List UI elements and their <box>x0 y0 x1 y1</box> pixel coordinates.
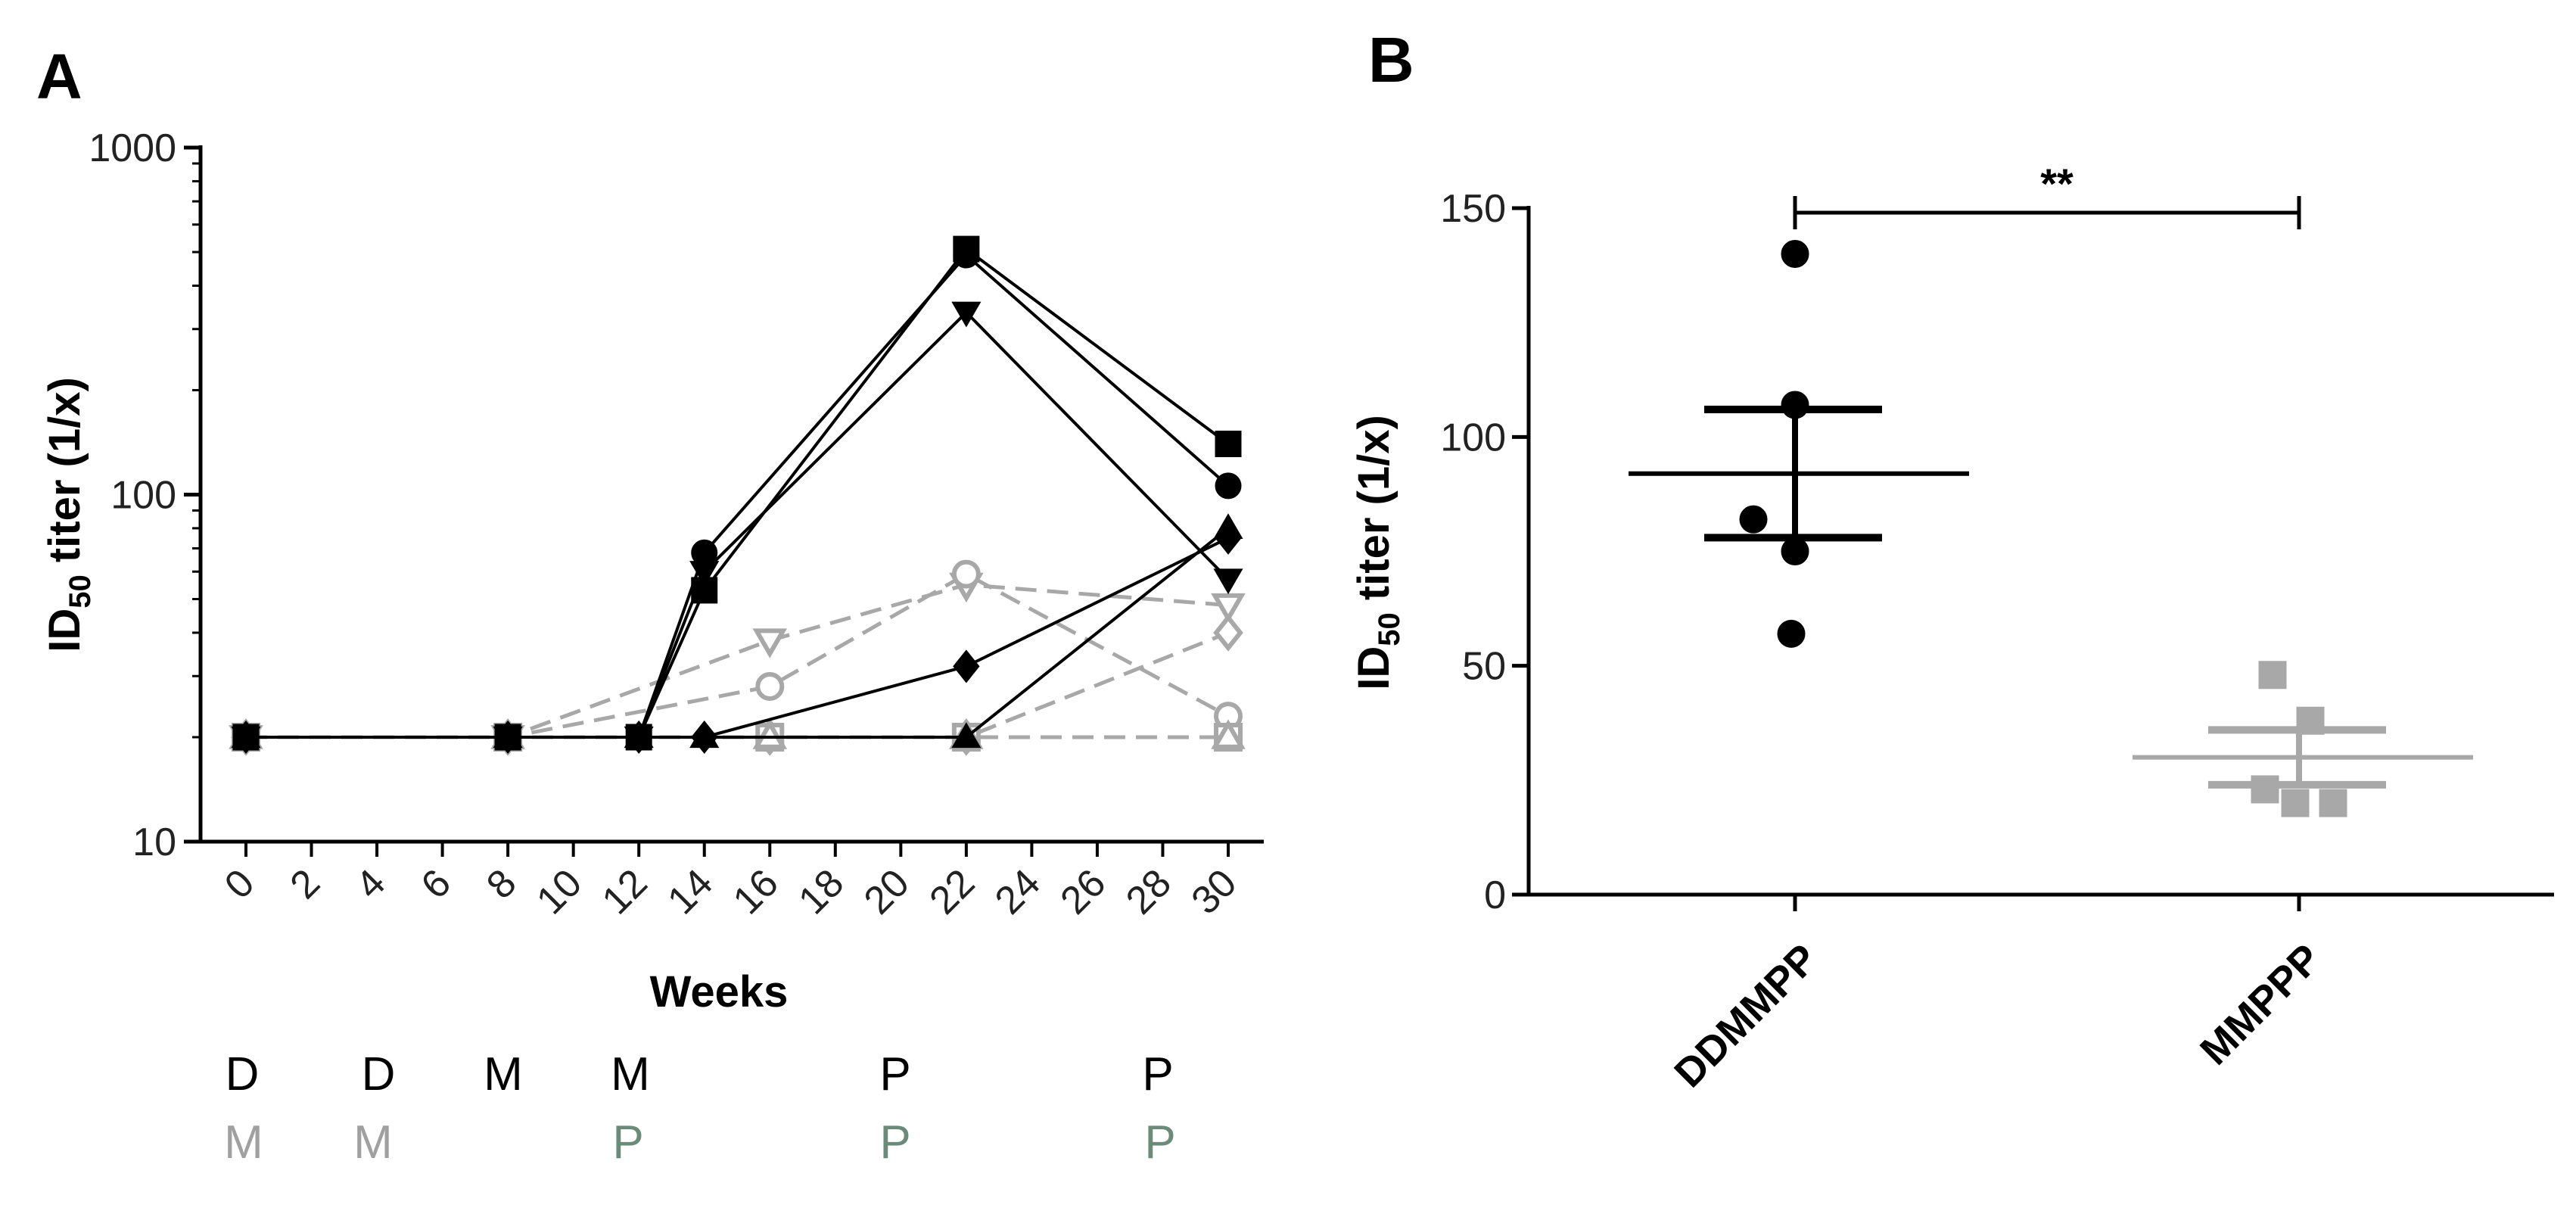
chart-a-x-tick-label: 8 <box>478 861 524 907</box>
chart-a-point <box>755 671 785 701</box>
chart-a-x-tick-label: 20 <box>856 861 918 923</box>
chart-a-x-tick-label: 6 <box>413 861 459 907</box>
chart-b-point <box>1781 391 1809 419</box>
chart-a-point <box>752 719 788 749</box>
schedule-g1-6: P <box>1142 1048 1173 1100</box>
chart-a-series-line <box>246 630 1229 739</box>
chart-a-point <box>953 241 980 269</box>
schedule-g1-2: D <box>362 1048 396 1100</box>
chart-a-series <box>229 235 1246 756</box>
chart-b-y-axis-title: ID50 titer (1/x) <box>1349 415 1406 690</box>
chart-a-series-line <box>246 583 1229 739</box>
chart-b-point <box>1739 505 1768 534</box>
chart-b-y-tick-label: 50 <box>1462 645 1506 689</box>
chart-a-series-line <box>246 247 1230 739</box>
chart-a-point <box>1211 593 1246 624</box>
significance-label: ** <box>2040 160 2074 207</box>
chart-a-y-title-sub: 50 <box>64 574 97 609</box>
chart-a-y-axis-title: ID50 titer (1/x) <box>40 377 97 652</box>
chart-a-y-tick-label: 100 <box>110 474 176 518</box>
chart-a-point <box>689 722 720 749</box>
chart-b-y-title-sub: 50 <box>1373 612 1406 646</box>
chart-b-category-label-2: MMPPP <box>2192 935 2329 1073</box>
chart-b-point <box>2258 661 2287 690</box>
chart-b-y-title-main: ID <box>1349 646 1398 690</box>
chart-a-series-line <box>246 536 1229 739</box>
chart-a-x-tick-label: 10 <box>528 861 590 923</box>
chart-a-point <box>624 722 654 749</box>
schedule-g1-1: D <box>226 1048 260 1100</box>
chart-b-y-tick-label: 0 <box>1484 873 1506 917</box>
chart-a-y-tick-label: 1000 <box>89 126 176 170</box>
chart-a-x-tick-label: 0 <box>216 861 263 907</box>
schedule-g2-1: M <box>224 1116 263 1169</box>
chart-a-x-tick-label: 2 <box>282 861 328 907</box>
schedule-g2-5: P <box>1144 1116 1175 1169</box>
chart-a-point <box>1215 472 1242 500</box>
chart-a-x-tick-label: 18 <box>790 861 852 923</box>
chart-a-x-tick-label: 12 <box>594 861 656 923</box>
schedule-g2-4: P <box>879 1116 910 1169</box>
chart-a-point <box>689 561 720 587</box>
chart-a-point <box>1213 513 1243 540</box>
chart-b-y-title-rest: titer (1/x) <box>1349 415 1398 612</box>
chart-b-point <box>1777 619 1806 648</box>
panel-label-b: B <box>1368 24 1414 95</box>
chart-b-point <box>2296 706 2325 735</box>
chart-a-x-tick-label: 16 <box>725 861 787 923</box>
chart-b-mean-sem <box>1629 406 2473 789</box>
chart-b-points <box>1739 239 2347 817</box>
chart-a-x-tick-label: 30 <box>1184 861 1246 923</box>
chart-a-axes <box>184 145 1264 857</box>
chart-b-category-label-1: DDMMPP <box>1666 935 1826 1096</box>
panel-label-a: A <box>36 41 82 112</box>
chart-b-point <box>1781 537 1809 565</box>
chart-a-point <box>752 628 788 658</box>
chart-a-point <box>1215 431 1242 458</box>
chart-b-significance: ** <box>1793 160 2301 230</box>
chart-a-point <box>1213 568 1243 595</box>
schedule-g2-3: P <box>612 1116 643 1169</box>
chart-a-x-tick-label: 14 <box>659 861 721 923</box>
immunization-schedule: D D M M P P M M P P P <box>224 1048 1176 1169</box>
chart-b-y-tick-label: 150 <box>1440 187 1506 231</box>
chart-a-x-tick-label: 4 <box>347 861 394 907</box>
chart-b-y-tick-labels: 0 50 100 150 <box>1440 187 1506 917</box>
chart-a-series-line <box>246 571 1230 739</box>
chart-a-x-axis-title: Weeks <box>650 967 789 1016</box>
chart-a-point <box>953 649 980 683</box>
chart-a-point <box>951 301 982 328</box>
chart-a-x-tick-label: 26 <box>1053 861 1115 923</box>
schedule-g2-2: M <box>353 1116 393 1169</box>
chart-a-x-tick-label: 28 <box>1118 861 1180 923</box>
chart-b-axes <box>1512 206 2554 911</box>
schedule-g1-5: P <box>879 1048 910 1100</box>
chart-b-point <box>2319 789 2347 817</box>
chart-a-series-line <box>246 253 1230 739</box>
chart-a-x-tick-label: 24 <box>987 861 1049 923</box>
chart-a-series-line <box>246 527 1230 739</box>
chart-b-point <box>2281 789 2310 817</box>
schedule-g1-4: M <box>611 1048 650 1100</box>
chart-a-x-tick-labels: 0 2 4 6 8 10 12 14 16 18 20 22 24 26 28 30 <box>216 861 1245 923</box>
chart-a-series-line <box>246 310 1230 739</box>
chart-a-y-tick-labels: 10 100 1000 <box>89 126 176 864</box>
chart-a-x-tick-label: 22 <box>921 861 983 923</box>
chart-a-y-title-main: ID <box>40 609 89 652</box>
chart-b-point <box>1781 239 1809 268</box>
chart-a-point <box>493 722 523 749</box>
chart-a-point <box>1211 719 1246 749</box>
chart-a-point <box>231 722 261 749</box>
chart-a-point <box>951 722 982 749</box>
chart-a-point <box>951 559 981 589</box>
schedule-g1-3: M <box>484 1048 523 1100</box>
chart-b-point <box>2251 775 2279 804</box>
chart-a-point <box>1213 614 1243 652</box>
chart-b-y-tick-label: 100 <box>1440 416 1506 459</box>
chart-a-y-tick-label: 10 <box>132 820 176 864</box>
chart-a-y-title-rest: titer (1/x) <box>40 377 89 574</box>
